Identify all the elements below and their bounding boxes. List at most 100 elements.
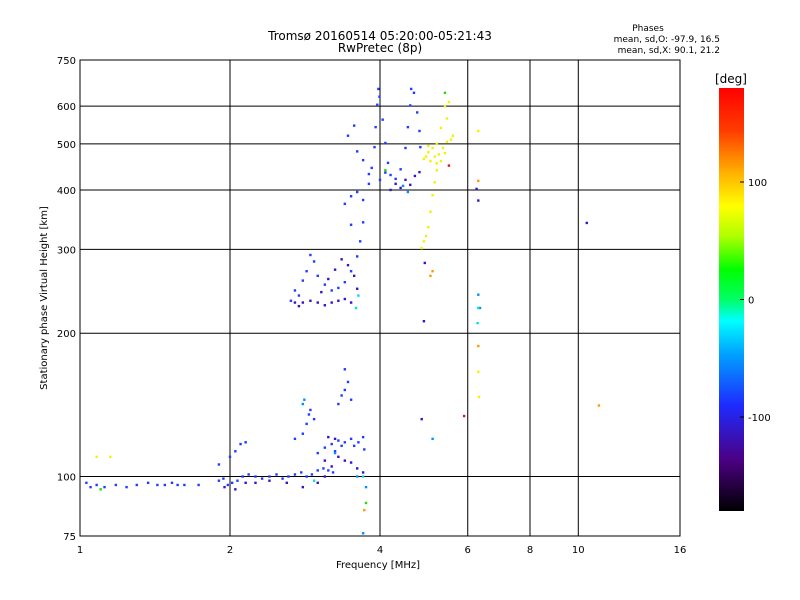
data-point — [418, 170, 421, 174]
data-point — [462, 414, 466, 418]
colorbar-label: [deg] — [715, 72, 747, 86]
data-point — [337, 402, 340, 406]
data-point — [406, 190, 410, 194]
data-point — [477, 370, 480, 373]
data-point — [435, 142, 438, 146]
data-point — [433, 155, 436, 158]
x-tick-label: 1 — [77, 545, 83, 556]
data-point — [435, 162, 438, 165]
data-point — [429, 159, 432, 163]
data-point — [331, 471, 335, 474]
data-point — [333, 437, 337, 441]
data-point — [443, 104, 447, 108]
data-point — [346, 380, 350, 384]
data-point — [451, 134, 455, 137]
data-point — [361, 158, 365, 162]
data-point — [228, 455, 232, 459]
x-tick-label: 6 — [465, 545, 471, 556]
data-point — [125, 485, 128, 489]
data-point — [268, 479, 271, 482]
data-point — [301, 301, 305, 304]
data-point — [437, 153, 441, 156]
data-point — [477, 344, 480, 348]
data-point — [394, 182, 397, 186]
data-point — [305, 422, 308, 426]
data-point — [355, 190, 359, 194]
data-point — [343, 202, 347, 206]
stats-heading: Phases — [632, 24, 664, 34]
y-axis-ticks: 75 100 200 300 400 500 600 750 — [57, 56, 76, 543]
data-point — [367, 172, 371, 176]
data-point — [293, 289, 297, 292]
x-tick-label: 4 — [377, 545, 383, 556]
data-point — [241, 475, 244, 478]
data-point — [323, 446, 327, 449]
data-points — [85, 87, 601, 535]
data-point — [293, 301, 297, 304]
data-point — [389, 188, 392, 192]
colorbar-tick-label: 0 — [748, 296, 754, 307]
x-axis-ticks: 1 2 4 6 8 10 16 — [77, 545, 687, 556]
data-point — [349, 270, 353, 273]
data-point — [424, 234, 428, 238]
data-point — [305, 270, 308, 273]
data-point — [95, 455, 98, 459]
data-point — [293, 437, 297, 441]
data-point — [170, 481, 174, 485]
data-point — [333, 451, 337, 455]
data-point — [305, 475, 308, 478]
data-point — [420, 246, 423, 250]
data-point — [361, 471, 365, 474]
data-point — [163, 483, 167, 487]
data-point — [330, 301, 333, 304]
data-point — [404, 146, 407, 150]
data-point — [477, 199, 480, 202]
data-point — [384, 169, 387, 172]
data-point — [447, 100, 451, 104]
data-point — [361, 475, 365, 478]
data-point — [135, 483, 138, 487]
data-point — [439, 159, 443, 163]
data-point — [323, 475, 327, 478]
data-point — [429, 210, 432, 213]
data-point — [349, 461, 353, 464]
data-point — [316, 274, 319, 278]
data-point — [355, 255, 359, 258]
data-point — [445, 140, 449, 143]
y-tick-label: 750 — [57, 56, 76, 67]
data-point — [323, 304, 327, 307]
data-point — [443, 91, 447, 94]
data-point — [337, 286, 340, 290]
data-point — [300, 471, 303, 474]
data-point — [406, 125, 410, 129]
stats-line-o: mean, sd,O: -97.9, 16.5 — [614, 35, 720, 45]
data-point — [399, 186, 402, 190]
data-point — [109, 455, 112, 459]
data-point — [361, 221, 365, 224]
data-point — [333, 268, 337, 271]
data-point — [285, 481, 288, 485]
data-point — [477, 129, 480, 133]
data-point — [327, 277, 330, 281]
data-point — [384, 171, 387, 174]
data-point — [312, 417, 316, 421]
data-point — [354, 306, 358, 310]
colorbar-tick-label: -100 — [748, 413, 771, 424]
data-point — [355, 467, 359, 470]
data-point — [381, 118, 384, 121]
data-point — [309, 253, 312, 257]
x-tick-label: 8 — [527, 545, 533, 556]
data-point — [376, 103, 379, 106]
data-point — [361, 435, 365, 439]
data-point — [355, 287, 359, 290]
data-point — [343, 368, 347, 371]
data-point — [312, 479, 316, 482]
data-point — [401, 184, 405, 188]
data-point — [431, 146, 434, 150]
data-point — [316, 469, 319, 472]
data-point — [384, 141, 387, 145]
data-point — [343, 459, 347, 462]
data-point — [412, 91, 416, 94]
data-point — [234, 488, 237, 491]
